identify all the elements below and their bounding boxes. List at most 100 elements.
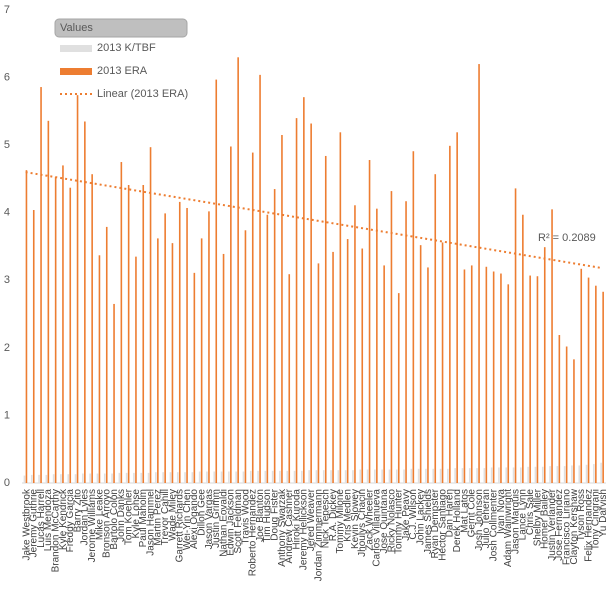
- bar: [425, 468, 427, 483]
- x-tick-label: Barry Zito: [72, 489, 83, 533]
- legend-swatch: [60, 45, 92, 52]
- x-tick-label: Jordan Lyles: [80, 489, 91, 545]
- bar: [573, 359, 575, 483]
- x-tick-label: Jerome Williams: [87, 489, 98, 562]
- x-tick-label: Francisco Liriano: [561, 489, 572, 566]
- bar: [522, 214, 524, 483]
- bar: [98, 255, 101, 483]
- bar: [410, 468, 413, 483]
- bar: [45, 474, 48, 483]
- x-tick-label: Brandon McCarthy: [50, 489, 61, 572]
- bar: [541, 466, 544, 483]
- bar: [103, 473, 106, 483]
- bar: [127, 185, 130, 483]
- bar: [346, 239, 349, 483]
- x-tick-label: Tommy Hunter: [394, 488, 405, 554]
- x-tick-label: Joe Blanton: [255, 489, 266, 542]
- bar: [390, 191, 393, 483]
- bar: [178, 201, 181, 483]
- y-tick-label: 5: [4, 139, 10, 151]
- bar: [288, 274, 291, 483]
- x-tick-label: Tony Cingrani: [591, 489, 602, 550]
- x-tick-label: Ricky Nolasco: [386, 489, 397, 553]
- bar: [434, 174, 437, 483]
- bar: [376, 208, 378, 483]
- x-tick-label: Lance Lynn: [518, 489, 529, 540]
- bar: [220, 471, 223, 483]
- x-tick-label: Dillon Gee: [196, 489, 207, 536]
- bar: [580, 268, 583, 483]
- bar: [478, 64, 480, 484]
- bar: [330, 470, 332, 483]
- x-tick-label: Julio Teheran: [481, 489, 492, 548]
- x-tick-label: Tyson Ross: [576, 489, 587, 541]
- bar: [447, 468, 449, 483]
- bar: [244, 230, 247, 483]
- x-tick-label: Luis Mendoza: [43, 489, 54, 552]
- bar: [527, 466, 529, 483]
- x-tick-label: Tim Hudson: [262, 489, 273, 543]
- bar: [249, 470, 252, 483]
- bar: [230, 146, 232, 483]
- x-tick-label: Lucas Harrell: [36, 489, 47, 548]
- bar: [266, 214, 269, 483]
- x-tick-label: Jordan Zimmermann: [313, 489, 324, 581]
- bar: [242, 471, 245, 483]
- bar: [286, 470, 289, 483]
- bar: [149, 147, 152, 484]
- bar: [490, 467, 493, 483]
- x-tick-label: Anthony Swarzak: [277, 488, 288, 567]
- bar: [565, 346, 568, 483]
- y-tick-label: 1: [4, 409, 10, 421]
- x-tick-label: Trevor Cahill: [160, 489, 171, 545]
- x-tick-label: Kyle Lohse: [131, 489, 142, 539]
- bar: [74, 474, 77, 483]
- bar: [449, 145, 451, 483]
- bar: [228, 471, 230, 483]
- bar: [105, 226, 108, 483]
- bar: [419, 245, 422, 483]
- x-tick-label: Justin Grimm: [211, 489, 222, 548]
- bar: [301, 470, 303, 483]
- x-tick-label: Wei-Yin Chen: [182, 489, 193, 550]
- bar: [563, 466, 566, 483]
- bar: [82, 473, 84, 483]
- x-tick-label: Bartolo Colon: [109, 489, 120, 550]
- bar: [595, 285, 597, 483]
- bar: [359, 469, 362, 483]
- bar: [405, 201, 407, 483]
- x-tick-label: Paul Maholm: [138, 489, 149, 547]
- bar: [395, 469, 398, 483]
- bar: [485, 266, 488, 483]
- bar: [40, 87, 42, 483]
- bar: [206, 471, 208, 483]
- x-tick-label: Gerrit Cole: [467, 489, 478, 538]
- bar: [361, 248, 364, 483]
- bar: [67, 474, 70, 483]
- x-tick-label: Dan Haren: [445, 489, 456, 537]
- bar: [25, 170, 28, 483]
- bar: [279, 470, 281, 483]
- bar: [264, 470, 267, 483]
- bar: [558, 335, 561, 483]
- bar: [324, 155, 327, 483]
- bar: [84, 121, 86, 483]
- bar: [222, 253, 225, 483]
- x-tick-label: Jose Quintana: [379, 489, 390, 554]
- bar: [483, 468, 486, 483]
- x-tick-label: Mike Leake: [94, 489, 105, 541]
- x-tick-label: Garrett Richards: [175, 489, 186, 562]
- bar: [556, 466, 559, 483]
- bar: [543, 247, 546, 483]
- bar: [147, 472, 150, 483]
- bar: [354, 205, 356, 483]
- bar: [60, 474, 62, 483]
- bar: [397, 293, 400, 483]
- x-tick-label: Homer Bailey: [540, 489, 551, 549]
- bar: [507, 284, 510, 483]
- bar: [498, 467, 500, 483]
- x-tick-label: Hector Santiago: [437, 489, 448, 561]
- bar: [512, 467, 515, 483]
- y-tick-label: 3: [4, 274, 10, 286]
- x-tick-label: Chris Sale: [525, 489, 536, 536]
